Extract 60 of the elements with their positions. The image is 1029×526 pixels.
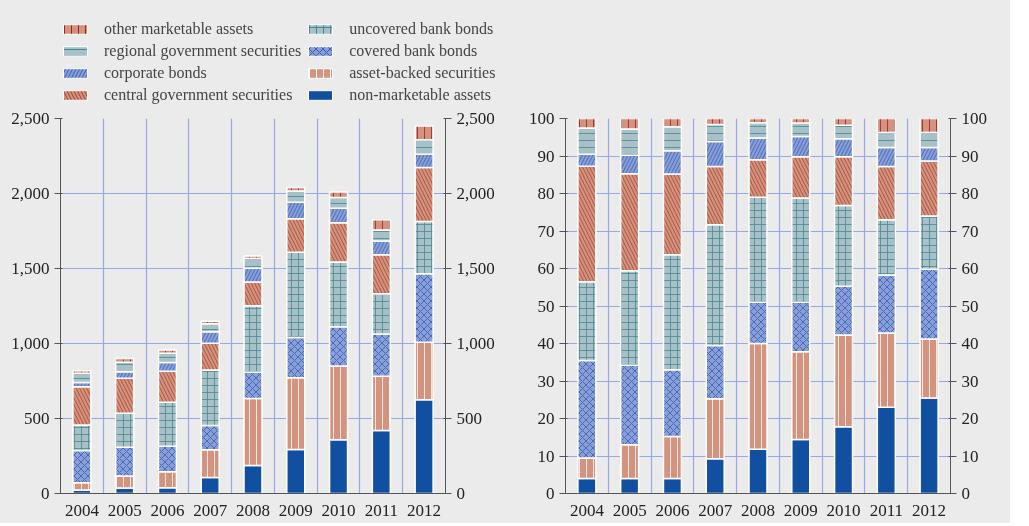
x-tick-label: 2006 [150,500,185,520]
legend-label: non-marketable assets [349,86,491,104]
x-tick-label: 2005 [107,500,142,520]
y2-tick-label: 30 [961,371,979,391]
x-tick-label: 2012 [407,500,442,520]
x-tick-label: 2010 [321,500,356,520]
x-tick-label: 2007 [193,500,228,520]
y2-tick-label: 80 [961,184,979,203]
legend-label: uncovered bank bonds [349,20,494,38]
y-tick-label: 20 [537,409,555,428]
y-tick-label: 70 [537,221,555,241]
y-tick-label: 80 [537,184,555,203]
y2-tick-label: 60 [961,259,979,278]
y2-tick-label: 2,500 [456,109,495,128]
x-tick-label: 2011 [364,500,399,520]
y2-tick-label: 20 [961,409,979,428]
y-tick-label: 60 [537,259,555,278]
x-tick-label: 2008 [236,500,270,520]
y2-tick-label: 10 [961,446,979,466]
y-tick-label: 1,500 [11,259,50,278]
x-tick-label: 2009 [783,500,818,520]
x-tick-label: 2011 [869,500,904,520]
y2-tick-label: 1,500 [456,259,495,278]
y-tick-label: 2,500 [11,109,50,128]
x-tick-label: 2009 [278,500,313,520]
x-tick-label: 2004 [64,500,100,520]
y-tick-label: 0 [546,484,555,503]
legend-label: regional government securities [104,42,302,60]
legend-label: corporate bonds [104,64,207,82]
y2-tick-label: 1,000 [456,334,495,353]
y-tick-label: 40 [537,334,555,353]
x-tick-label: 2006 [655,500,690,520]
legend-label: central government securities [104,86,293,104]
y2-tick-label: 100 [961,109,987,128]
y2-tick-label: 0 [456,484,465,503]
legend-label: other marketable assets [104,20,254,38]
x-tick-label: 2010 [826,500,861,520]
x-tick-label: 2004 [569,500,605,520]
y-tick-label: 50 [537,296,555,316]
x-tick-label: 2005 [612,500,647,520]
x-tick-label: 2012 [912,500,947,520]
y-tick-label: 30 [537,371,555,391]
y2-tick-label: 50 [961,296,979,316]
y2-tick-label: 500 [456,409,482,428]
y-tick-label: 500 [24,409,50,428]
y2-tick-label: 90 [961,146,979,166]
y2-tick-label: 40 [961,334,979,353]
y-tick-label: 10 [537,446,555,466]
y-tick-label: 90 [537,146,555,166]
y-tick-label: 1,000 [11,334,50,353]
y2-tick-label: 70 [961,221,979,241]
x-tick-label: 2008 [741,500,775,520]
y-tick-label: 0 [41,484,50,503]
x-tick-label: 2007 [698,500,733,520]
legend-label: covered bank bonds [349,42,478,60]
y2-tick-label: 2,000 [456,184,495,203]
y2-tick-label: 0 [961,484,970,503]
y-tick-label: 2,000 [11,184,50,203]
y-tick-label: 100 [529,109,555,128]
legend-label: asset-backed securities [349,64,496,82]
